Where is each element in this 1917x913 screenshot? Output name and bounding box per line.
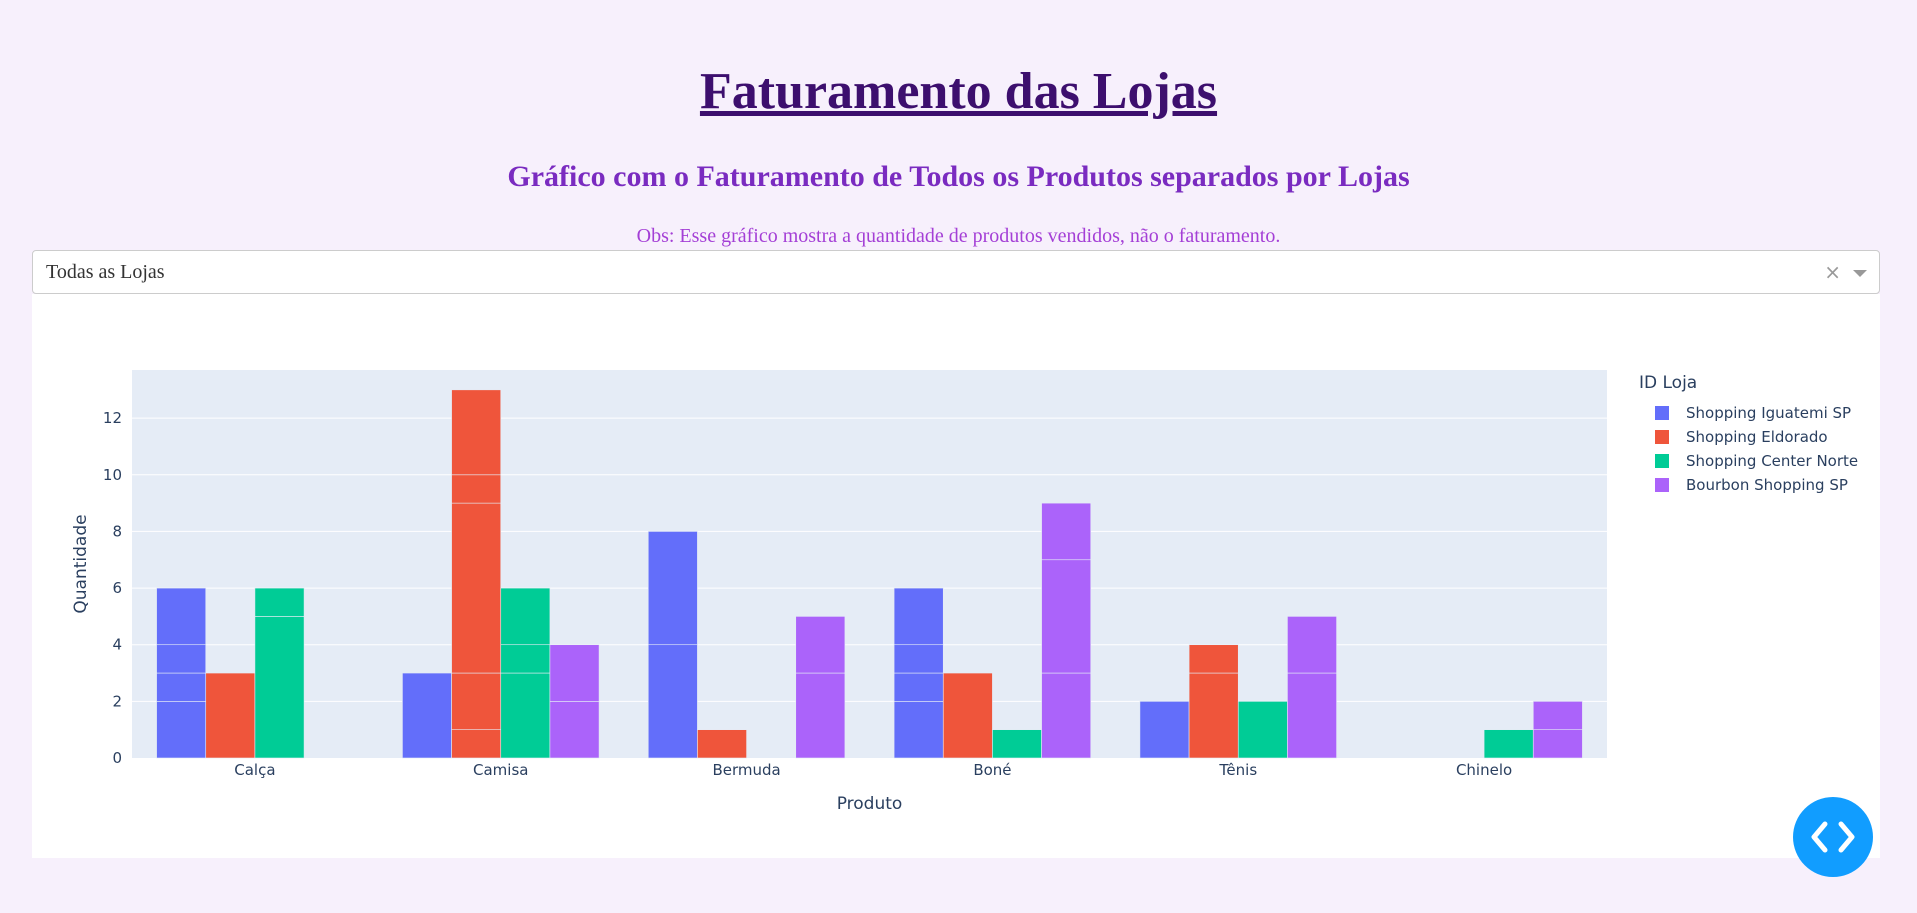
bar-segment [402, 672, 452, 759]
y-axis-title: Quantidade [71, 514, 91, 613]
bar-segment [549, 701, 600, 759]
legend-swatch [1655, 406, 1669, 420]
bar-segment [156, 587, 207, 646]
x-tick-label: Camisa [473, 761, 528, 779]
bar-segment [647, 531, 698, 646]
bar-segment [1188, 672, 1239, 759]
bar-segment [647, 644, 698, 759]
store-select-value: Todas as Lojas [46, 261, 165, 283]
bar-segment [156, 701, 207, 759]
bar-segment [451, 729, 502, 759]
y-tick-label: 2 [112, 692, 122, 710]
bar-segment [451, 474, 502, 504]
legend-swatch [1655, 430, 1669, 444]
bar-segment [697, 729, 747, 759]
legend-entry: Shopping Iguatemi SP [1686, 404, 1851, 422]
bar-segment [254, 616, 305, 759]
page-title: Faturamento das Lojas [699, 63, 1218, 120]
bar-segment [156, 644, 207, 674]
plot-area [132, 370, 1607, 758]
chevron-down-icon[interactable] [1853, 270, 1867, 277]
bar-segment [1041, 502, 1092, 561]
code-toggle-button[interactable] [1793, 797, 1873, 877]
x-axis-title: Produto [837, 794, 903, 814]
bar-segment [500, 672, 551, 759]
legend-swatch [1655, 454, 1669, 468]
bar-segment [1188, 644, 1239, 674]
bar-segment [156, 672, 207, 702]
x-tick-label: Calça [234, 761, 275, 779]
bar-segment [451, 502, 502, 674]
x-tick-label: Tênis [1218, 761, 1257, 779]
bar-segment [500, 587, 551, 646]
bar-segment [205, 672, 256, 759]
y-tick-label: 8 [112, 522, 122, 540]
bar-segment [254, 587, 305, 617]
chart-container: 0 2 4 6 8 10 12 Calça Camisa Bermuda Boné Tênis Chin… [32, 294, 1880, 858]
y-tick-label: 10 [103, 466, 122, 484]
bar-segment [942, 672, 993, 759]
bar-segment [992, 729, 1042, 759]
bar-segment [795, 672, 846, 759]
bar-segment [893, 644, 944, 674]
bar-segment [1532, 701, 1583, 730]
code-icon [1811, 821, 1855, 853]
bar-segment [893, 587, 944, 646]
bar-segment [1041, 672, 1092, 759]
y-tick-label: 12 [103, 409, 122, 427]
page-subtitle: Gráfico com o Faturamento de Todos os Pr… [507, 160, 1410, 193]
chart-note: Obs: Esse gráfico mostra a quantidade de… [636, 225, 1281, 247]
bar-segment [1287, 672, 1337, 759]
bar-segment [893, 701, 944, 759]
bar-segment [549, 644, 600, 702]
x-tick-label: Chinelo [1456, 761, 1512, 779]
bar-chart: 0 2 4 6 8 10 12 Calça Camisa Bermuda Boné Tênis Chin… [71, 370, 1858, 814]
bar-segment [1139, 701, 1190, 759]
bar-segment [893, 672, 944, 702]
legend-entry: Bourbon Shopping SP [1686, 476, 1848, 494]
legend-entry: Shopping Eldorado [1686, 428, 1828, 446]
bar-segment [451, 389, 502, 476]
bar-segment [1287, 616, 1337, 674]
bar-segment [1041, 559, 1092, 674]
bar-segment [795, 616, 846, 674]
bar-segment [500, 644, 551, 674]
legend-title: ID Loja [1639, 373, 1697, 393]
y-tick-label: 6 [112, 579, 122, 597]
bar-segment [1483, 729, 1534, 759]
x-tick-label: Bermuda [712, 761, 780, 779]
y-tick-label: 4 [112, 636, 122, 654]
legend-entry: Shopping Center Norte [1686, 452, 1858, 470]
bar-segment [1237, 701, 1288, 759]
bar-segment [451, 672, 502, 730]
y-tick-label: 0 [112, 749, 122, 767]
store-select-dropdown[interactable]: Todas as Lojas × [32, 250, 1880, 294]
bar-segment [1532, 729, 1583, 759]
x-tick-label: Boné [973, 761, 1011, 779]
clear-icon[interactable]: × [1824, 260, 1841, 284]
legend-swatch [1655, 478, 1669, 492]
